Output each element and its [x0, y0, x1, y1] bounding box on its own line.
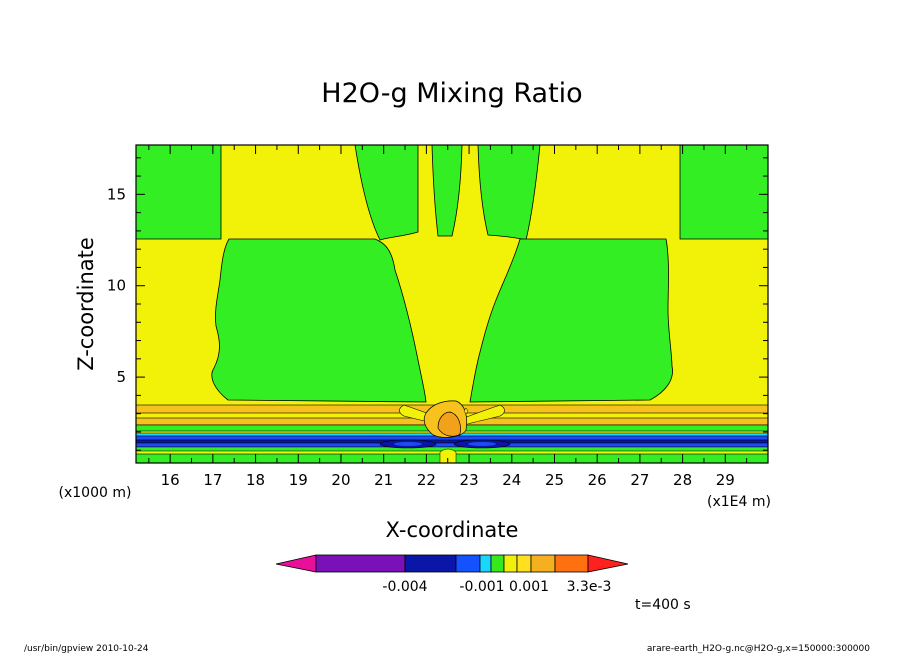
- contour-field: [136, 145, 768, 463]
- colorbar: [275, 554, 629, 573]
- y-axis-label: Z-coordinate: [74, 237, 98, 371]
- colorbar-tick-label: 0.001: [509, 579, 549, 595]
- tick-label: 29: [716, 471, 735, 489]
- colorbar-cell: [503, 554, 518, 573]
- green-region: [431, 145, 463, 237]
- colorbar-cell: [315, 554, 406, 573]
- tick-label: 19: [289, 471, 308, 489]
- blue-eye-core: [394, 442, 422, 446]
- green-region: [679, 145, 768, 240]
- x-unit-label: (x1E4 m): [707, 494, 771, 510]
- thermal-peak: [437, 411, 461, 437]
- colorbar-low-arrow: [275, 554, 317, 573]
- blue-eye-core: [468, 442, 496, 446]
- green-region: [469, 238, 673, 403]
- green-region: [354, 145, 419, 241]
- tick-label: 16: [161, 471, 180, 489]
- chart-title: H2O-g Mixing Ratio: [321, 78, 582, 109]
- colorbar-tick-label: -0.004: [382, 579, 427, 595]
- y-unit-label: (x1000 m): [59, 485, 132, 501]
- band-dark-blue: [136, 439, 768, 444]
- tick-label: 25: [545, 471, 564, 489]
- colorbar-cell: [490, 554, 505, 573]
- colorbar-cell: [455, 554, 481, 573]
- green-region: [211, 238, 427, 403]
- tick-label: 23: [460, 471, 479, 489]
- y-axis-ticks: 5 10 15: [107, 157, 768, 451]
- tick-label: 24: [502, 471, 521, 489]
- footer-right: arare-earth_H2O-g.nc@H2O-g,x=150000:3000…: [647, 644, 870, 654]
- colorbar-cell: [479, 554, 492, 573]
- tick-label: 27: [630, 471, 649, 489]
- tick-label: 22: [417, 471, 436, 489]
- x-axis-label: X-coordinate: [386, 518, 519, 542]
- green-region: [136, 145, 222, 240]
- yellow-lobe: [439, 448, 457, 463]
- colorbar-cell: [404, 554, 457, 573]
- green-region: [477, 145, 541, 241]
- colorbar-high-arrow: [587, 554, 629, 573]
- tick-label: 17: [203, 471, 222, 489]
- tick-label: 15: [107, 185, 126, 203]
- footer-left: /usr/bin/gpview 2010-10-24: [24, 644, 149, 654]
- x-axis-ticks: 16 17 18 19 20 21 22 23 24 25 26 27 28 29: [148, 145, 748, 489]
- tick-label: 28: [673, 471, 692, 489]
- colorbar-cell: [554, 554, 589, 573]
- small-lobe: [463, 407, 469, 415]
- yellow-lobe: [463, 404, 505, 426]
- tick-label: 10: [107, 277, 126, 295]
- colorbar-cell: [516, 554, 532, 573]
- colorbar-tick-label: 3.3e-3: [567, 579, 612, 595]
- colorbar-tick-label: -0.001: [459, 579, 504, 595]
- time-label: t=400 s: [635, 597, 691, 613]
- tick-label: 5: [116, 368, 126, 386]
- tick-label: 26: [588, 471, 607, 489]
- tick-label: 20: [331, 471, 350, 489]
- colorbar-cell: [530, 554, 556, 573]
- tick-label: 18: [246, 471, 265, 489]
- band-blue: [136, 442, 768, 448]
- tick-label: 21: [374, 471, 393, 489]
